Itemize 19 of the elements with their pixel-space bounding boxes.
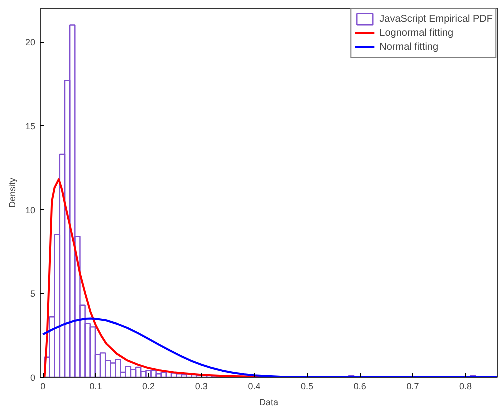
x-tick-label: 0: [40, 382, 46, 392]
x-tick-label: 0.5: [301, 382, 314, 392]
x-tick-label: 0.6: [354, 382, 366, 392]
y-tick-label: 15: [25, 121, 36, 132]
y-tick-label: 5: [30, 289, 36, 300]
x-tick-label: 0.7: [406, 382, 420, 392]
y-tick-label: 20: [25, 38, 36, 48]
legend-label: Lognormal fitting: [380, 26, 454, 40]
x-tick-label: 0.2: [142, 382, 156, 392]
x-tick-label: 0.3: [195, 382, 208, 392]
y-tick-label: 10: [25, 205, 36, 216]
x-tick-label: 0.1: [90, 382, 102, 392]
legend-label: Normal fitting: [380, 40, 439, 54]
x-tick-label: 0.8: [460, 382, 472, 392]
x-axis-title: Data: [259, 398, 279, 408]
legend-label: JavaScript Empirical PDF: [380, 12, 493, 26]
y-axis-title: Density: [7, 177, 18, 208]
x-tick-label: 0.4: [248, 382, 261, 392]
y-tick-label: 0: [30, 373, 36, 383]
